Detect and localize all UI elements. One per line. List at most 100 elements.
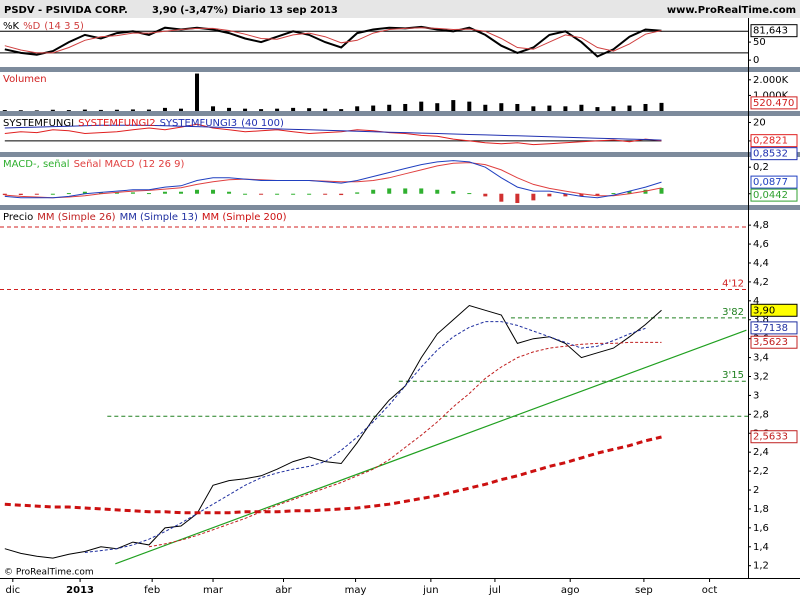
bar — [483, 104, 488, 111]
x-tick-label: oct — [702, 585, 718, 596]
bar — [643, 103, 648, 111]
bar — [82, 191, 87, 194]
series-line — [4, 304, 662, 559]
quote: 3,90 (-3,47%) — [152, 5, 228, 16]
bar — [451, 100, 456, 111]
x-tick-label: 2013 — [66, 585, 94, 596]
bar — [547, 105, 552, 111]
y-tick-label: 3,8 — [753, 315, 769, 326]
panel: 4'12 3'82 3'15 — [0, 226, 748, 565]
bar — [98, 192, 103, 194]
bar — [259, 109, 264, 111]
value-label: 0,0442 — [753, 190, 788, 201]
legend-entry: SYSTEMFUNGI — [3, 118, 74, 129]
y-tick-label: 4,8 — [753, 220, 769, 231]
symbol: PSDV - PSIVIDA CORP. — [4, 5, 128, 16]
value-label: 2,5633 — [753, 432, 788, 443]
bar — [403, 188, 408, 194]
bar — [291, 107, 296, 111]
bar — [243, 108, 248, 111]
bar — [451, 191, 456, 194]
bar — [211, 106, 216, 111]
bar — [50, 193, 55, 195]
bar — [659, 102, 664, 111]
bar — [435, 189, 440, 194]
bar — [387, 104, 392, 111]
bar — [2, 193, 7, 196]
y-tick-label: 1,8 — [753, 504, 769, 515]
bar — [243, 193, 248, 195]
bar — [627, 191, 632, 194]
separator — [0, 67, 800, 72]
value-label: 81,643 — [753, 26, 788, 37]
bar — [467, 101, 472, 111]
bar — [227, 191, 232, 194]
value-box — [750, 303, 798, 317]
bar — [611, 106, 616, 111]
value-box — [750, 96, 798, 110]
series-line — [4, 25, 662, 58]
series-line — [148, 341, 662, 548]
bar — [2, 110, 7, 111]
bar — [515, 103, 520, 111]
value-box — [750, 24, 798, 38]
bar — [82, 109, 87, 111]
bar — [195, 73, 200, 111]
bar — [419, 101, 424, 111]
value-label: 3,7138 — [753, 323, 788, 334]
bar — [307, 193, 312, 195]
y-tick-label: 1,4 — [753, 542, 769, 553]
legend-entry: %K — [3, 21, 20, 32]
y-tick-label: 3 — [753, 390, 759, 401]
bar — [323, 193, 328, 195]
y-tick-label: 1,2 — [753, 561, 769, 572]
x-axis — [0, 578, 800, 579]
bar — [579, 104, 584, 111]
bar — [499, 193, 504, 202]
x-tick-label: feb — [144, 585, 160, 596]
separator — [0, 205, 800, 210]
x-tick-label: may — [345, 585, 367, 596]
bar — [579, 193, 584, 197]
bar — [387, 188, 392, 194]
bar — [643, 189, 648, 194]
legend-entry: (12 26 9) — [138, 159, 184, 170]
bar — [659, 187, 664, 194]
y-tick-label: 3,4 — [753, 353, 769, 364]
value-label: 3,5623 — [753, 337, 788, 348]
bar — [18, 193, 23, 196]
y-tick-label: 4,4 — [753, 258, 769, 269]
legend-entry: MM (Simple 200) — [202, 212, 287, 223]
bar — [227, 107, 232, 111]
y-tick-label: 2,2 — [753, 466, 769, 477]
value-label: 520.470 — [753, 98, 794, 109]
bar — [595, 107, 600, 111]
bar — [130, 109, 135, 111]
bar — [66, 193, 71, 195]
bar — [371, 105, 376, 111]
series-line — [4, 123, 662, 146]
bar — [611, 193, 616, 195]
y-tick-label: 0 — [753, 55, 759, 66]
bar — [259, 193, 264, 195]
bar — [162, 107, 167, 111]
series-line — [4, 162, 662, 199]
value-box — [750, 188, 798, 202]
x-tick-label: sep — [635, 585, 653, 596]
bar — [419, 188, 424, 194]
bar — [355, 106, 360, 111]
bar — [483, 193, 488, 197]
y-tick-label: 4 — [753, 296, 759, 307]
y-tick-label: 0,2 — [753, 162, 769, 173]
x-tick-label: jul — [488, 585, 501, 596]
panel — [2, 73, 664, 111]
y-tick-label: 1.000K — [753, 90, 789, 101]
bar — [339, 193, 344, 196]
series-line — [4, 124, 662, 141]
bar — [98, 109, 103, 111]
bar — [34, 110, 39, 111]
legend-entry: %D — [23, 21, 41, 32]
y-tick-label: 2,8 — [753, 409, 769, 420]
y-tick-label: 2 — [753, 485, 759, 496]
